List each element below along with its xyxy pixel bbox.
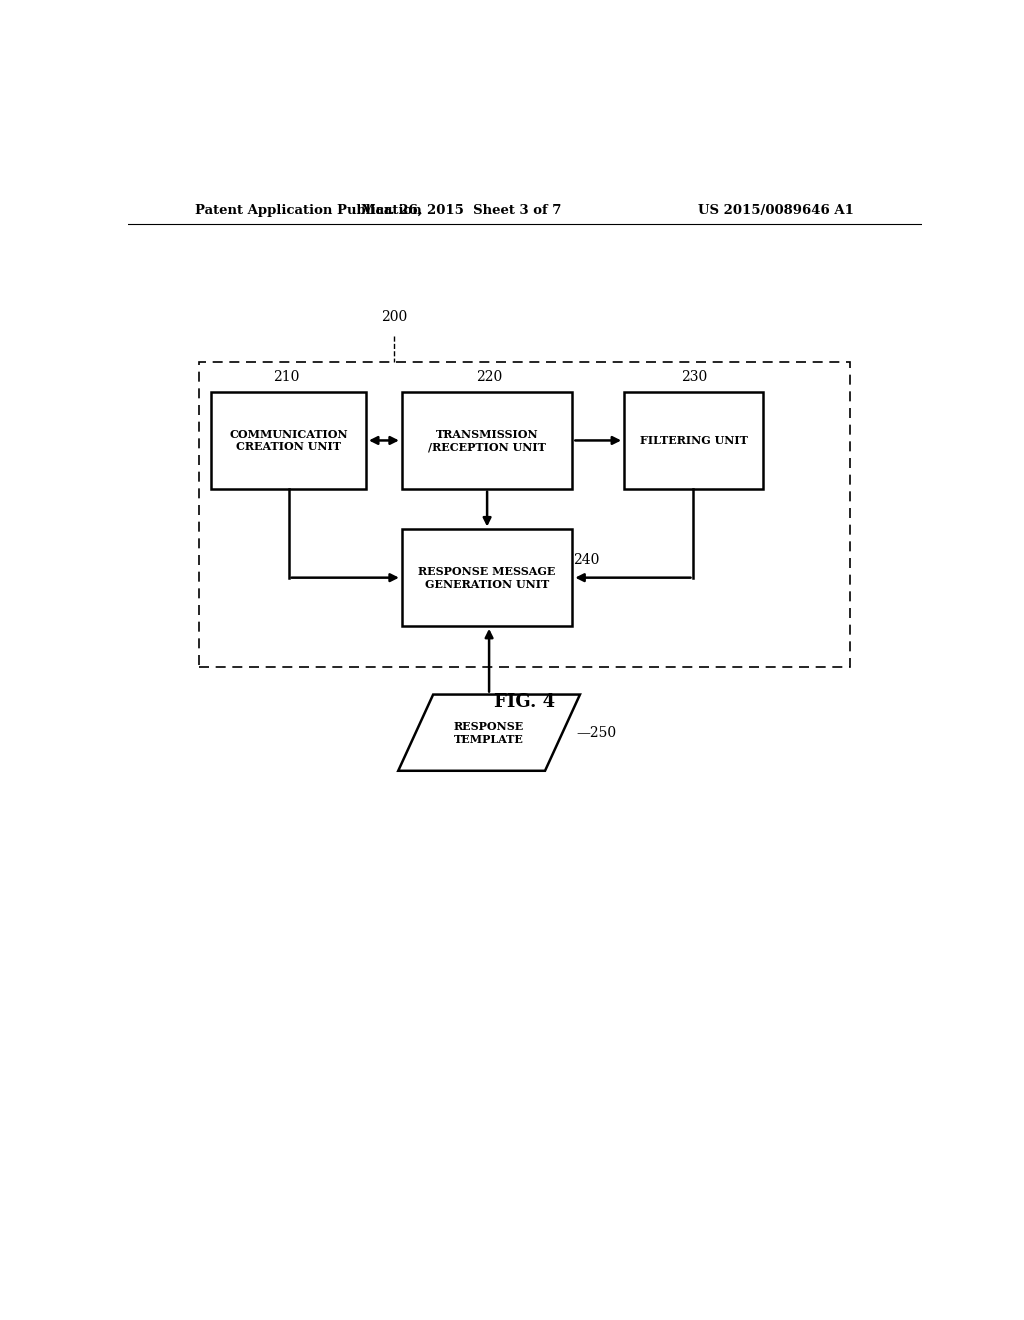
Text: US 2015/0089646 A1: US 2015/0089646 A1 xyxy=(698,205,854,216)
Text: RESPONSE
TEMPLATE: RESPONSE TEMPLATE xyxy=(454,721,524,744)
Text: RESPONSE MESSAGE
GENERATION UNIT: RESPONSE MESSAGE GENERATION UNIT xyxy=(419,566,556,590)
Text: —250: —250 xyxy=(577,726,616,739)
Bar xyxy=(211,392,367,488)
Text: COMMUNICATION
CREATION UNIT: COMMUNICATION CREATION UNIT xyxy=(229,429,348,453)
Bar xyxy=(401,529,572,626)
Bar xyxy=(200,362,850,667)
Text: 200: 200 xyxy=(381,310,407,325)
Text: FIG. 4: FIG. 4 xyxy=(495,693,555,711)
Text: TRANSMISSION
/RECEPTION UNIT: TRANSMISSION /RECEPTION UNIT xyxy=(428,429,546,453)
Text: FILTERING UNIT: FILTERING UNIT xyxy=(640,436,748,446)
Bar xyxy=(401,392,572,488)
Text: Patent Application Publication: Patent Application Publication xyxy=(196,205,422,216)
Polygon shape xyxy=(398,694,580,771)
Text: 220: 220 xyxy=(476,370,502,384)
Text: Mar. 26, 2015  Sheet 3 of 7: Mar. 26, 2015 Sheet 3 of 7 xyxy=(361,205,561,216)
Text: 230: 230 xyxy=(681,370,707,384)
Bar xyxy=(624,392,763,488)
Text: 210: 210 xyxy=(273,370,300,384)
Text: 240: 240 xyxy=(573,553,600,568)
